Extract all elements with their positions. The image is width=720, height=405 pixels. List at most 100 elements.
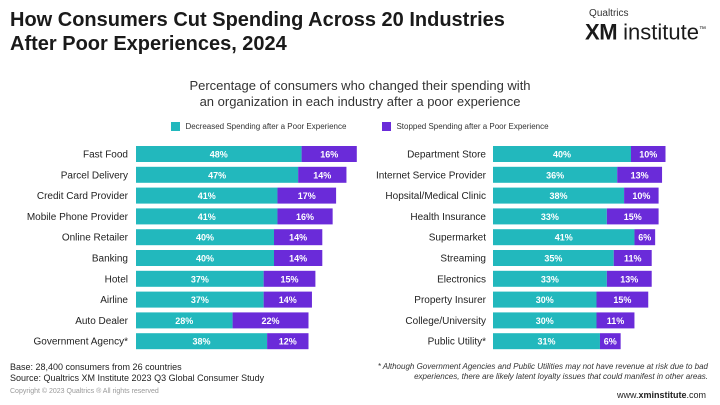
bar-decreased — [136, 146, 302, 162]
footer-source: Base: 28,400 consumers from 26 countries… — [10, 362, 264, 384]
title-line-1: How Consumers Cut Spending Across 20 Ind… — [10, 9, 505, 31]
bar-stopped — [263, 270, 316, 287]
data-label-stopped: 15% — [624, 212, 642, 222]
data-label-stopped: 15% — [281, 274, 299, 284]
bar-stopped — [606, 270, 652, 287]
category-label: Streaming — [440, 254, 486, 265]
bar-decreased — [136, 333, 268, 350]
category-label: Health Insurance — [410, 212, 486, 223]
category-label: Department Store — [407, 150, 486, 161]
data-label-stopped: 13% — [620, 274, 638, 284]
bar-decreased — [136, 291, 264, 308]
bar-decreased — [493, 166, 618, 183]
data-label-stopped: 13% — [631, 170, 649, 180]
chart-legend: Decreased Spending after a Poor Experien… — [0, 122, 720, 131]
legend-swatch-stopped — [382, 122, 392, 131]
legend-swatch-decreased — [171, 122, 181, 131]
data-label-decreased: 31% — [537, 337, 555, 347]
page-title: How Consumers Cut Spending Across 20 Ind… — [10, 8, 550, 56]
data-label-stopped: 22% — [262, 316, 280, 326]
bar-decreased — [136, 312, 233, 329]
category-label: Electronics — [437, 274, 486, 285]
data-label-stopped: 10% — [639, 150, 657, 160]
footer-url[interactable]: www.xminstitute.com — [617, 390, 706, 400]
bar-decreased — [136, 187, 278, 204]
data-label-stopped: 14% — [289, 254, 307, 264]
bar-decreased — [136, 208, 278, 225]
bar-stopped — [274, 250, 323, 266]
data-label-stopped: 6% — [604, 337, 617, 347]
bar-decreased — [493, 229, 635, 246]
legend-label-decreased: Decreased Spending after a Poor Experien… — [185, 122, 347, 131]
data-label-decreased: 48% — [210, 150, 228, 160]
data-label-stopped: 14% — [313, 170, 331, 180]
legend-item-decreased: Decreased Spending after a Poor Experien… — [171, 122, 346, 131]
bar-decreased — [493, 187, 625, 204]
footer-note: * Although Government Agencies and Publi… — [377, 362, 708, 381]
data-label-decreased: 38% — [193, 337, 211, 347]
data-label-stopped: 14% — [289, 233, 307, 243]
bar-stopped — [596, 291, 649, 308]
data-label-decreased: 28% — [175, 316, 193, 326]
url-prefix: www. — [616, 390, 639, 400]
category-label: Hopsital/Medical Clinic — [385, 191, 486, 202]
bar-stopped — [267, 333, 309, 350]
bar-decreased — [493, 270, 607, 287]
bar-stopped — [277, 208, 333, 225]
xm-institute-logo: Qualtrics XM institute™ — [585, 8, 706, 43]
logo-wordmark: XM institute™ — [585, 19, 706, 43]
bar-decreased — [136, 229, 274, 246]
data-label-decreased: 33% — [541, 212, 559, 222]
bar-decreased — [493, 208, 607, 225]
data-label-stopped: 12% — [279, 337, 297, 347]
category-label: Government Agency* — [34, 337, 129, 348]
data-label-decreased: 41% — [555, 233, 573, 243]
category-label: Banking — [92, 254, 128, 265]
bar-decreased — [493, 146, 631, 162]
logo-institute-text: institute — [623, 19, 699, 45]
data-label-stopped: 15% — [613, 295, 631, 305]
bar-stopped — [263, 291, 312, 308]
data-label-decreased: 41% — [198, 191, 216, 201]
category-label: Hotel — [105, 274, 128, 285]
logo-trademark: ™ — [699, 26, 706, 33]
data-label-decreased: 41% — [198, 212, 216, 222]
url-suffix: .com — [686, 390, 706, 400]
data-label-stopped: 10% — [632, 191, 650, 201]
data-label-decreased: 35% — [544, 254, 562, 264]
category-label: Credit Card Provider — [37, 191, 129, 202]
footer-source-text: Source: Qualtrics XM Institute 2023 Q3 G… — [10, 373, 265, 383]
data-label-decreased: 40% — [553, 150, 571, 160]
bar-stopped — [596, 312, 635, 329]
category-label: Auto Dealer — [75, 316, 128, 327]
data-label-stopped: 14% — [279, 295, 297, 305]
data-label-decreased: 37% — [191, 295, 209, 305]
category-label: Public Utility* — [428, 337, 486, 348]
bar-stopped — [599, 333, 621, 350]
bar-stopped — [606, 208, 659, 225]
bar-decreased — [493, 333, 600, 350]
bar-stopped — [613, 250, 652, 266]
bar-stopped — [277, 187, 337, 204]
footer-copyright: Copyright © 2023 Qualtrics ® All rights … — [10, 388, 159, 395]
category-label: Supermarket — [429, 233, 486, 244]
category-label: Online Retailer — [62, 233, 129, 244]
bar-stopped — [301, 146, 357, 162]
chart-subtitle: Percentage of consumers who changed thei… — [0, 78, 720, 110]
bar-stopped — [274, 229, 323, 246]
data-label-decreased: 38% — [550, 191, 568, 201]
legend-label-stopped: Stopped Spending after a Poor Experience — [396, 122, 549, 131]
bar-stopped — [624, 187, 659, 204]
legend-item-stopped: Stopped Spending after a Poor Experience — [382, 122, 549, 131]
category-label: Airline — [100, 295, 128, 306]
subtitle-line-1: Percentage of consumers who changed thei… — [189, 78, 531, 93]
data-label-decreased: 40% — [196, 254, 214, 264]
data-label-decreased: 36% — [546, 170, 564, 180]
data-label-stopped: 11% — [607, 316, 625, 326]
bar-stopped — [634, 229, 656, 246]
bar-stopped — [298, 166, 347, 183]
bar-decreased — [493, 250, 614, 266]
data-label-stopped: 11% — [624, 254, 642, 264]
footer-base: Base: 28,400 consumers from 26 countries — [10, 362, 182, 372]
url-bold: xminstitute — [638, 390, 687, 400]
